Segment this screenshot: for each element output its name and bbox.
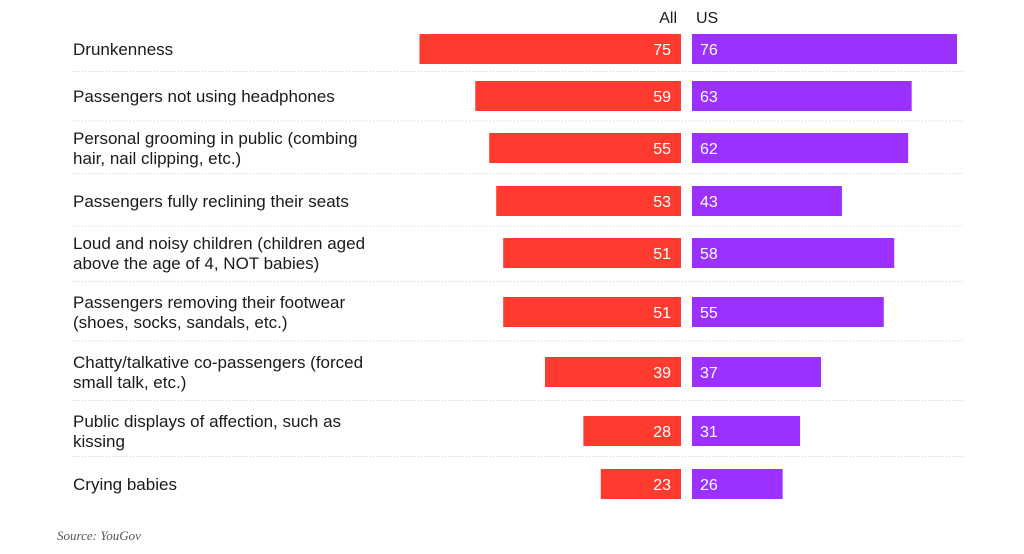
value-label-us: 55 <box>700 305 718 322</box>
category-label: Drunkenness <box>73 40 173 59</box>
bar-us <box>692 469 783 499</box>
bar-chart: All US Drunkenness 75 76 Passengers not using… <box>73 10 962 499</box>
bar-us <box>692 297 884 327</box>
category-label: Passengers not using headphones <box>73 87 335 106</box>
bar-us <box>692 133 909 163</box>
bar-all <box>475 81 681 111</box>
category-label: Loud and noisy children (children aged ab… <box>73 234 365 273</box>
value-label-all: 28 <box>653 424 671 441</box>
bar-us <box>692 238 895 268</box>
series-header-us: US <box>696 10 718 27</box>
bar-us <box>692 34 957 64</box>
bar-all <box>583 416 681 446</box>
category-label: Passengers removing their footwear (shoes… <box>73 293 345 332</box>
bar-us <box>692 186 842 216</box>
category-label: Public displays of affection, such as kis… <box>73 412 341 451</box>
bar-us <box>692 81 912 111</box>
bar-all <box>503 297 681 327</box>
bar-all <box>600 469 681 499</box>
value-label-all: 55 <box>653 141 671 158</box>
bar-all <box>489 133 681 163</box>
series-header-all: All <box>659 10 677 27</box>
bar-all <box>496 186 681 216</box>
bar-all <box>419 34 681 64</box>
value-label-all: 23 <box>653 477 671 494</box>
value-label-us: 37 <box>700 365 718 382</box>
bar-us <box>692 357 822 387</box>
value-label-us: 62 <box>700 141 718 158</box>
value-label-us: 63 <box>700 89 718 106</box>
value-label-us: 76 <box>700 42 718 59</box>
bar-all <box>545 357 681 387</box>
value-label-all: 51 <box>653 305 671 322</box>
category-label: Crying babies <box>73 475 177 494</box>
category-label: Chatty/talkative co-passengers (forced sm… <box>73 353 363 392</box>
value-label-us: 43 <box>700 194 718 211</box>
value-label-us: 26 <box>700 477 718 494</box>
category-label: Passengers fully reclining their seats <box>73 192 349 211</box>
category-label: Personal grooming in public (combing hair… <box>73 129 357 168</box>
source-note: Source: YouGov <box>57 528 141 543</box>
bar-us <box>692 416 801 446</box>
value-label-us: 31 <box>700 424 718 441</box>
value-label-all: 51 <box>653 246 671 263</box>
value-label-us: 58 <box>700 246 718 263</box>
value-label-all: 59 <box>653 89 671 106</box>
value-label-all: 39 <box>653 365 671 382</box>
value-label-all: 53 <box>653 194 671 211</box>
value-label-all: 75 <box>653 42 671 59</box>
bar-all <box>503 238 681 268</box>
